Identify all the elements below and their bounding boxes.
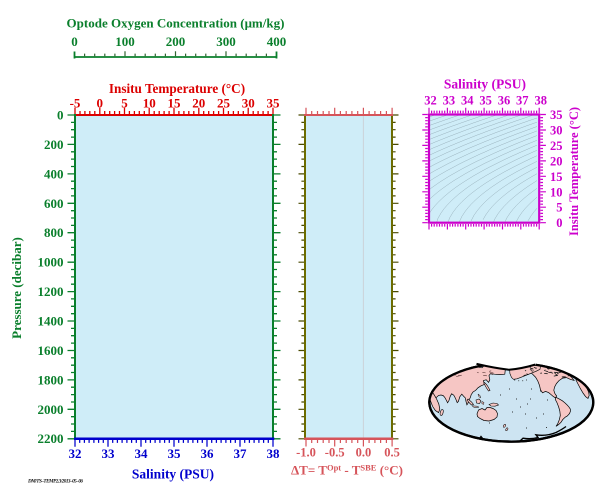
- svg-text:10: 10: [550, 185, 563, 199]
- svg-text:0: 0: [556, 216, 562, 230]
- svg-text:Pressure (decibar): Pressure (decibar): [9, 237, 24, 339]
- svg-text:100: 100: [115, 34, 135, 49]
- svg-text:35: 35: [479, 94, 492, 108]
- svg-text:2000: 2000: [38, 402, 64, 417]
- svg-text:38: 38: [534, 94, 547, 108]
- svg-text:5: 5: [556, 201, 562, 215]
- svg-text:DM/TS–TEMP2.3/2013–05–06: DM/TS–TEMP2.3/2013–05–06: [27, 479, 83, 485]
- svg-text:200: 200: [166, 34, 186, 49]
- svg-text:35: 35: [168, 446, 182, 461]
- svg-text:Optode Oxygen Concentration (μ: Optode Oxygen Concentration (μm/kg): [67, 16, 285, 31]
- svg-text:600: 600: [44, 196, 64, 211]
- svg-text:25: 25: [550, 139, 563, 153]
- svg-text:10: 10: [143, 96, 156, 111]
- svg-text:5: 5: [121, 96, 128, 111]
- svg-text:37: 37: [516, 94, 529, 108]
- svg-text:Salinity (PSU): Salinity (PSU): [132, 467, 214, 482]
- svg-text:1200: 1200: [38, 284, 64, 299]
- svg-text:0: 0: [97, 96, 104, 111]
- svg-text:2200: 2200: [38, 431, 64, 446]
- svg-text:30: 30: [242, 96, 255, 111]
- svg-text:34: 34: [461, 94, 474, 108]
- svg-text:37: 37: [234, 446, 248, 461]
- svg-text:20: 20: [192, 96, 205, 111]
- svg-text:35: 35: [550, 108, 563, 122]
- svg-text:400: 400: [267, 34, 287, 49]
- svg-text:0.0: 0.0: [356, 446, 372, 460]
- svg-text:300: 300: [216, 34, 236, 49]
- svg-text:200: 200: [44, 137, 64, 152]
- svg-text:36: 36: [201, 446, 215, 461]
- svg-text:15: 15: [550, 170, 563, 184]
- svg-text:32: 32: [69, 446, 82, 461]
- svg-text:400: 400: [44, 166, 64, 181]
- svg-text:1000: 1000: [38, 255, 64, 270]
- svg-text:Salinity (PSU): Salinity (PSU): [444, 77, 526, 92]
- svg-text:25: 25: [217, 96, 231, 111]
- svg-text:0.5: 0.5: [384, 446, 400, 460]
- svg-text:0: 0: [57, 108, 64, 123]
- svg-text:Insitu Temperature (°C): Insitu Temperature (°C): [567, 107, 581, 236]
- svg-text:32: 32: [424, 94, 437, 108]
- svg-text:34: 34: [135, 446, 149, 461]
- svg-text:33: 33: [443, 94, 456, 108]
- svg-text:800: 800: [44, 225, 64, 240]
- svg-text:0: 0: [71, 34, 78, 49]
- svg-text:15: 15: [168, 96, 182, 111]
- svg-text:36: 36: [498, 94, 511, 108]
- svg-text:Insitu Temperature (°C): Insitu Temperature (°C): [109, 81, 245, 96]
- svg-text:38: 38: [267, 446, 281, 461]
- svg-text:1800: 1800: [38, 372, 64, 387]
- svg-text:-0.5: -0.5: [325, 446, 345, 460]
- svg-text:20: 20: [550, 154, 563, 168]
- svg-text:1400: 1400: [38, 314, 64, 329]
- svg-text:-1.0: -1.0: [296, 446, 316, 460]
- svg-text:35: 35: [267, 96, 281, 111]
- svg-text:33: 33: [102, 446, 116, 461]
- svg-text:30: 30: [550, 124, 563, 138]
- svg-text:-5: -5: [70, 96, 81, 111]
- svg-text:1600: 1600: [38, 343, 64, 358]
- svg-text:ΔT= TOpt - TSBE (°C): ΔT= TOpt - TSBE (°C): [291, 463, 403, 478]
